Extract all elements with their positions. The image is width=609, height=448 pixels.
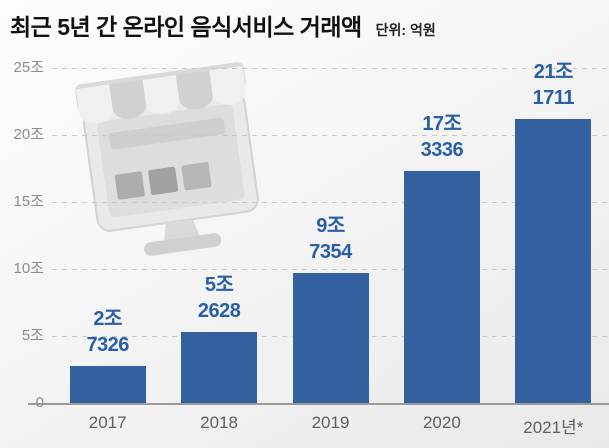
chart-header: 최근 5년 간 온라인 음식서비스 거래액 단위: 억원 [10, 8, 436, 42]
bar-value-label: 5조 2628 [157, 272, 281, 324]
bar-value-line: 7326 [86, 334, 129, 356]
gridline [52, 135, 609, 136]
bar-value-line: 9조 [316, 215, 345, 237]
y-tick-label: 15조 [13, 193, 45, 210]
bar [181, 332, 258, 403]
bar [403, 171, 480, 403]
bar-value-label: 2조 7326 [46, 306, 170, 358]
bar-value-line: 17조 [422, 113, 462, 135]
unit-label: 단위: 억원 [375, 22, 436, 38]
bar-value-line: 1711 [532, 87, 575, 109]
chart-title: 최근 5년 간 온라인 음식서비스 거래액 [10, 14, 362, 40]
bar-value-line: 5조 [204, 274, 234, 296]
bar [292, 273, 369, 403]
x-axis-line [28, 403, 609, 405]
x-tick-label: 2021년* [523, 418, 584, 437]
x-tick-label: 2019 [311, 413, 350, 432]
bar-value-label: 9조 7354 [269, 213, 393, 265]
y-tick-label: 25조 [13, 59, 45, 76]
x-tick-label: 2020 [422, 413, 461, 432]
x-tick-label: 2018 [200, 413, 238, 432]
bar [515, 119, 592, 403]
bar [69, 366, 146, 403]
storefront-monitor-icon [75, 62, 259, 256]
y-tick-label: 20조 [13, 126, 45, 143]
gridline [52, 269, 609, 270]
y-tick-label: 5조 [21, 327, 44, 344]
x-tick-label: 2017 [88, 413, 127, 432]
bar-value-line: 21조 [533, 61, 574, 83]
bar-value-line: 3336 [420, 139, 464, 161]
y-tick-label: 10조 [13, 260, 45, 277]
bar-value-line: 7354 [309, 241, 352, 263]
bar-value-line: 2628 [197, 300, 241, 322]
bar-value-label: 17조 3336 [380, 111, 504, 163]
y-tick-label: 0 [35, 394, 44, 411]
bar-value-label: 21조 1711 [491, 59, 609, 111]
bar-value-line: 2조 [93, 308, 122, 330]
gridline [52, 202, 609, 203]
gridline [52, 68, 609, 69]
